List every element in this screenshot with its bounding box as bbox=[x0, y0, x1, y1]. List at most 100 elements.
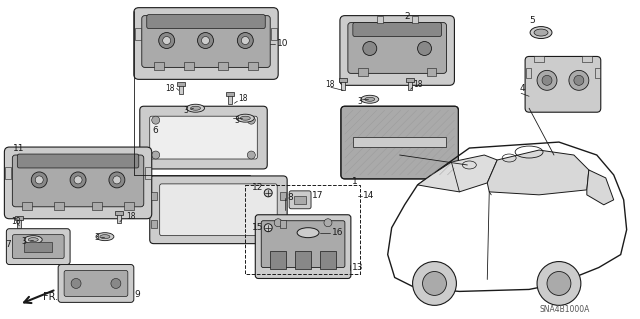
Circle shape bbox=[547, 271, 571, 295]
FancyBboxPatch shape bbox=[160, 184, 277, 236]
FancyBboxPatch shape bbox=[255, 215, 351, 278]
FancyBboxPatch shape bbox=[261, 221, 345, 268]
Text: 3: 3 bbox=[184, 106, 188, 115]
FancyBboxPatch shape bbox=[353, 23, 442, 37]
Ellipse shape bbox=[187, 104, 205, 112]
Bar bbox=[595, 68, 600, 78]
Circle shape bbox=[413, 262, 456, 305]
Text: 18: 18 bbox=[126, 212, 135, 221]
Polygon shape bbox=[587, 170, 614, 205]
Circle shape bbox=[71, 278, 81, 288]
Circle shape bbox=[417, 41, 431, 56]
FancyBboxPatch shape bbox=[289, 191, 311, 209]
Circle shape bbox=[324, 219, 332, 227]
Text: 18: 18 bbox=[413, 80, 423, 89]
Text: 8: 8 bbox=[287, 193, 293, 202]
Text: 14: 14 bbox=[363, 191, 374, 200]
Text: 3: 3 bbox=[21, 237, 26, 246]
FancyBboxPatch shape bbox=[525, 56, 601, 112]
Bar bbox=[353, 137, 447, 147]
Circle shape bbox=[109, 172, 125, 188]
Ellipse shape bbox=[236, 114, 254, 122]
FancyBboxPatch shape bbox=[58, 264, 134, 302]
Text: 15: 15 bbox=[252, 223, 264, 232]
Text: 12: 12 bbox=[252, 183, 264, 192]
Bar bbox=[184, 63, 193, 70]
Text: 9: 9 bbox=[135, 290, 141, 299]
Polygon shape bbox=[487, 150, 589, 195]
Circle shape bbox=[159, 33, 175, 48]
Circle shape bbox=[537, 70, 557, 90]
Ellipse shape bbox=[96, 233, 114, 241]
Circle shape bbox=[247, 151, 255, 159]
Circle shape bbox=[237, 33, 253, 48]
Bar bbox=[271, 27, 277, 40]
Bar bbox=[270, 251, 286, 269]
Text: 17: 17 bbox=[312, 191, 324, 200]
Bar bbox=[295, 251, 311, 269]
Text: 3: 3 bbox=[358, 97, 363, 106]
Bar bbox=[227, 92, 234, 96]
Bar bbox=[294, 196, 306, 204]
Polygon shape bbox=[417, 155, 497, 192]
Bar bbox=[248, 63, 259, 70]
Circle shape bbox=[31, 172, 47, 188]
FancyBboxPatch shape bbox=[12, 235, 64, 259]
Ellipse shape bbox=[361, 95, 379, 103]
FancyBboxPatch shape bbox=[348, 23, 447, 73]
Text: 3: 3 bbox=[234, 116, 239, 125]
Bar bbox=[54, 202, 64, 210]
Circle shape bbox=[574, 75, 584, 85]
Bar bbox=[117, 214, 121, 223]
FancyBboxPatch shape bbox=[150, 176, 287, 244]
FancyBboxPatch shape bbox=[140, 106, 268, 169]
FancyBboxPatch shape bbox=[12, 155, 144, 207]
Bar bbox=[145, 167, 151, 179]
Circle shape bbox=[202, 37, 209, 45]
Ellipse shape bbox=[191, 106, 200, 110]
Bar bbox=[245, 185, 360, 274]
Circle shape bbox=[569, 70, 589, 90]
FancyBboxPatch shape bbox=[64, 271, 128, 296]
Ellipse shape bbox=[530, 26, 552, 39]
Circle shape bbox=[264, 224, 272, 232]
Text: 16: 16 bbox=[332, 228, 344, 237]
Text: 18: 18 bbox=[238, 94, 248, 103]
Bar bbox=[135, 27, 141, 40]
Bar bbox=[177, 82, 184, 86]
Bar bbox=[228, 95, 232, 104]
FancyBboxPatch shape bbox=[150, 116, 257, 159]
Ellipse shape bbox=[241, 116, 250, 120]
Bar bbox=[92, 202, 102, 210]
Bar bbox=[151, 192, 157, 200]
Bar bbox=[5, 167, 12, 179]
Circle shape bbox=[537, 262, 581, 305]
Bar bbox=[582, 56, 592, 63]
FancyBboxPatch shape bbox=[341, 106, 458, 179]
Bar bbox=[17, 219, 21, 228]
Ellipse shape bbox=[534, 29, 548, 36]
Circle shape bbox=[74, 176, 82, 184]
Bar bbox=[154, 63, 164, 70]
FancyBboxPatch shape bbox=[6, 229, 70, 264]
Circle shape bbox=[274, 219, 282, 227]
Circle shape bbox=[247, 116, 255, 124]
Circle shape bbox=[163, 37, 171, 45]
Ellipse shape bbox=[100, 235, 110, 239]
FancyBboxPatch shape bbox=[147, 15, 265, 29]
Circle shape bbox=[111, 278, 121, 288]
Bar bbox=[218, 63, 228, 70]
Circle shape bbox=[241, 37, 250, 45]
Bar bbox=[115, 211, 123, 215]
Text: 5: 5 bbox=[529, 16, 535, 25]
Bar bbox=[24, 241, 52, 252]
Circle shape bbox=[113, 176, 121, 184]
Bar bbox=[341, 81, 345, 90]
Ellipse shape bbox=[297, 228, 319, 238]
FancyBboxPatch shape bbox=[340, 16, 454, 85]
Ellipse shape bbox=[24, 236, 42, 244]
Bar bbox=[412, 16, 417, 23]
Text: SNA4B1000A: SNA4B1000A bbox=[539, 305, 589, 314]
Text: 2: 2 bbox=[404, 12, 410, 21]
Bar bbox=[151, 220, 157, 228]
